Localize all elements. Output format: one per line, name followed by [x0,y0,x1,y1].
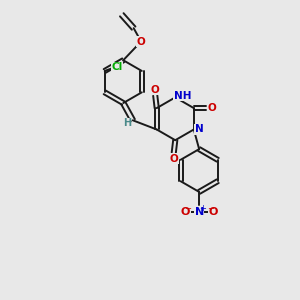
Text: O: O [151,85,160,95]
Text: O: O [181,207,190,217]
Text: H: H [123,118,131,128]
Text: −: − [184,204,191,213]
Text: O: O [169,154,178,164]
Text: O: O [208,103,217,113]
Text: −: − [208,204,214,213]
Text: Cl: Cl [112,62,123,72]
Text: NH: NH [174,91,191,101]
Text: O: O [208,207,218,217]
Text: +: + [200,204,206,213]
Text: O: O [137,37,146,46]
Text: N: N [194,207,204,217]
Text: N: N [195,124,203,134]
